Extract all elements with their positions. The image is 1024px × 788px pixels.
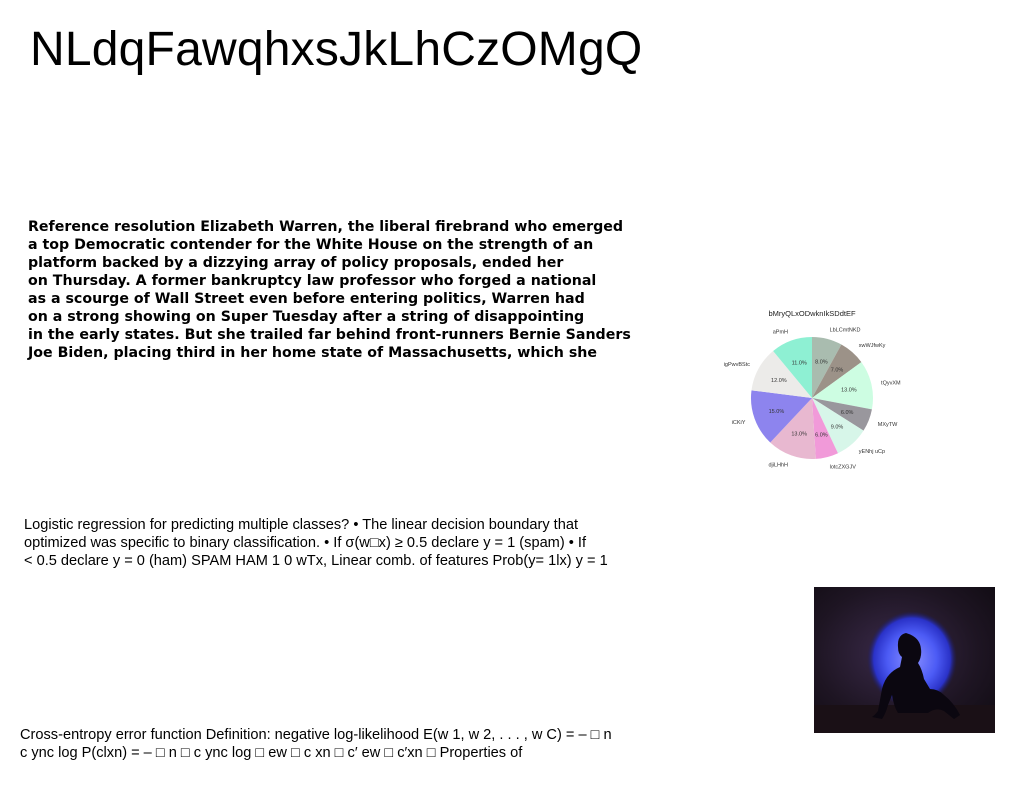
pie-slice — [812, 337, 842, 398]
pie-slice-percent: 12.0% — [771, 378, 787, 384]
pie-slice-label: LbLCmtNKD — [830, 327, 861, 333]
paragraph-line: Logistic regression for predicting multi… — [24, 517, 579, 533]
pie-slice-percent: 15.0% — [769, 409, 785, 415]
photo-image — [814, 587, 995, 733]
pie-slice-percent: 6.0% — [841, 410, 854, 416]
pie-slice-label: djiLHhH — [768, 463, 788, 469]
pie-slice-label: yENhj uCp — [859, 449, 885, 455]
pie-slice-label: MXyTW — [878, 422, 898, 428]
page-title: NLdqFawqhxsJkLhCzOMgQ — [30, 23, 643, 76]
pie-slice — [812, 398, 864, 454]
pie-slice-percent: 13.0% — [841, 388, 857, 394]
pie-slice-label: tQyvXM — [881, 381, 901, 387]
pie-slice-label: igPwvBStc — [724, 362, 751, 368]
pie-slice-label: aPmH — [773, 329, 788, 335]
paragraph-line: as a scourge of Wall Street even before … — [28, 291, 585, 307]
paragraph-line: in the early states. But she trailed far… — [28, 327, 631, 343]
pie-slice — [812, 398, 872, 431]
paragraph-line: on a strong showing on Super Tuesday aft… — [28, 309, 585, 325]
pie-slice — [812, 344, 862, 398]
photo-silhouette-blue-light — [814, 587, 995, 733]
pie-slice-percent: 8.0% — [815, 359, 828, 365]
pie-slice — [812, 398, 838, 459]
paragraph-line: platform backed by a dizzying array of p… — [28, 255, 564, 271]
pie-slice — [751, 350, 812, 398]
reference-resolution-paragraph: Reference resolution Elizabeth Warren, t… — [28, 218, 668, 362]
pie-slice — [812, 362, 873, 410]
paragraph-line: < 0.5 declare y = 0 (ham) SPAM HAM 1 0 w… — [24, 553, 608, 569]
pie-slice — [751, 390, 812, 443]
pie-slice — [773, 337, 812, 398]
paragraph-line: on Thursday. A former bankruptcy law pro… — [28, 273, 597, 289]
pie-slice-percent: 7.0% — [831, 368, 844, 374]
pie-chart-svg: bMryQLxODwknIkSDdtEF 8.0% LbLCmtNKD 7.0% xw… — [724, 309, 901, 471]
pie-slice-percent: 13.0% — [791, 432, 807, 438]
pie-slice — [770, 398, 816, 459]
pie-chart: bMryQLxODwknIkSDdtEF 8.0% LbLCmtNKD 7.0% xw… — [720, 302, 910, 502]
chart-title: bMryQLxODwknIkSDdtEF — [768, 309, 856, 318]
pie-slice-percent: 11.0% — [792, 360, 807, 366]
pie-slice-percent: 9.0% — [831, 424, 844, 430]
paragraph-line: Reference resolution Elizabeth Warren, t… — [28, 219, 624, 235]
pie-slice-label: lotcZXGJV — [830, 465, 857, 471]
paragraph-line: Cross-entropy error function Definition:… — [20, 727, 612, 743]
pie-slice-percent: 6.0% — [815, 433, 828, 439]
logistic-regression-paragraph: Logistic regression for predicting multi… — [24, 516, 608, 570]
pie-slice-label: iCKiY — [732, 420, 746, 426]
paragraph-line: optimized was specific to binary classif… — [24, 535, 587, 551]
paragraph-line: a top Democratic contender for the White… — [28, 237, 594, 253]
paragraph-line: Joe Biden, placing third in her home sta… — [28, 345, 597, 361]
pie-slice-label: xwWJfwKy — [859, 343, 886, 349]
paragraph-line: c ync log P(clxn) = – □ n □ c ync log □ … — [20, 745, 523, 761]
cross-entropy-paragraph: Cross-entropy error function Definition:… — [20, 726, 612, 762]
